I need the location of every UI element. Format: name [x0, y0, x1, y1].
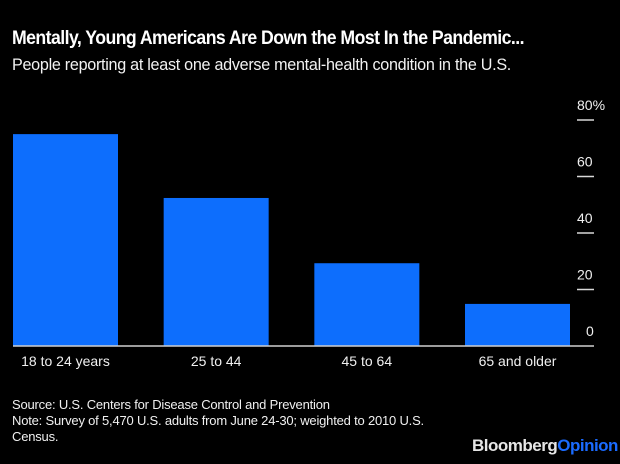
chart-title: Mentally, Young Americans Are Down the M… [12, 28, 525, 49]
brand-bloomberg: Bloomberg [472, 436, 558, 455]
y-tick-label: 60 [577, 154, 593, 170]
x-tick-label: 18 to 24 years [21, 353, 110, 369]
y-tick-label: 40 [577, 210, 593, 226]
bar-3 [465, 303, 570, 346]
x-tick-label: 65 and older [479, 353, 557, 369]
y-tick-label: 0 [586, 323, 594, 339]
brand-opinion: Opinion [557, 436, 618, 455]
x-tick-label: 25 to 44 [191, 353, 242, 369]
source-note: Source: U.S. Centers for Disease Control… [12, 397, 330, 412]
y-tick-label: 20 [577, 267, 593, 283]
bar-0 [13, 134, 118, 346]
survey-note-line1: Note: Survey of 5,470 U.S. adults from J… [12, 413, 424, 428]
y-tick-label: 80% [577, 97, 605, 113]
bloomberg-opinion-logo: BloombergOpinion [472, 436, 618, 456]
chart-subtitle: People reporting at least one adverse me… [12, 55, 512, 74]
chart-footer: Source: U.S. Centers for Disease Control… [12, 397, 424, 445]
y-axis: 0 20 40 60 80% [577, 97, 605, 339]
bars-group [13, 134, 570, 346]
bar-1 [163, 197, 269, 346]
survey-note-line2: Census. [12, 429, 59, 444]
bar-2 [314, 263, 420, 346]
x-tick-labels: 18 to 24 years 25 to 44 45 to 64 65 and old… [21, 353, 557, 369]
x-tick-label: 45 to 64 [342, 353, 393, 369]
